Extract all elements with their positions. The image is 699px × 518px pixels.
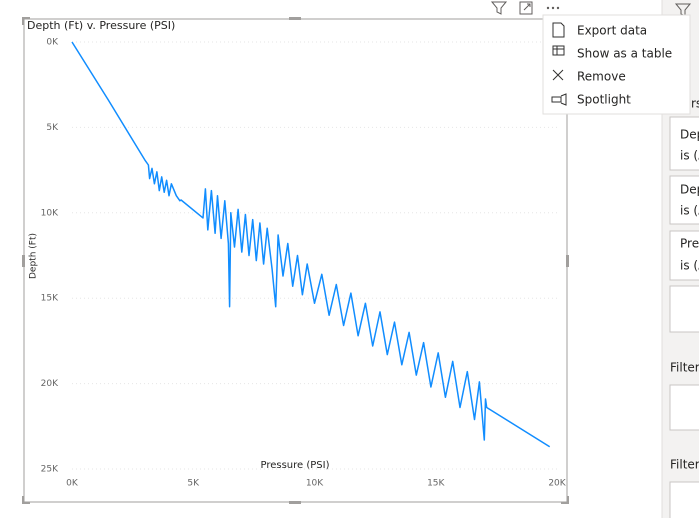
handle[interactable] [566, 255, 569, 267]
handle[interactable] [289, 17, 301, 20]
filter-card[interactable] [669, 116, 699, 171]
export-icon [552, 22, 565, 38]
chart-title: Depth (Ft) v. Pressure (PSI) [27, 19, 175, 32]
data-line [71, 41, 551, 448]
dot [556, 6, 560, 10]
filter-card[interactable] [669, 175, 699, 225]
focus-mode-icon[interactable] [519, 1, 533, 15]
y-axis-title: Depth (Ft) [29, 233, 39, 279]
x-axis-title: Pressure (PSI) [260, 460, 329, 471]
x-tick-label: 5K [187, 479, 200, 489]
filter-card[interactable] [669, 230, 699, 281]
y-tick-label: 0K [46, 38, 59, 48]
card-text: Pres [680, 237, 699, 251]
filter-card[interactable] [669, 285, 699, 333]
context-menu [542, 14, 691, 115]
x-tick-label: 20K [548, 479, 566, 489]
y-tick-label: 5K [46, 123, 59, 133]
visual-filter-icon[interactable] [490, 1, 508, 15]
dot [551, 6, 555, 10]
handle[interactable] [289, 501, 301, 504]
handle[interactable] [561, 496, 569, 504]
y-tick-label: 25K [41, 465, 59, 475]
handle[interactable] [22, 255, 25, 267]
card-text: Dep [680, 128, 699, 142]
x-tick-label: 0K [66, 479, 79, 489]
x-tick-label: 15K [427, 479, 445, 489]
y-tick-label: 10K [41, 208, 59, 218]
menu-item[interactable]: Export data [577, 24, 647, 38]
more-options[interactable] [546, 6, 560, 10]
section-title: Filters [670, 458, 699, 472]
dot [546, 6, 550, 10]
spotlight-icon [551, 93, 567, 106]
y-tick-label: 20K [41, 379, 59, 389]
remove-icon [552, 69, 564, 81]
table-icon [552, 45, 565, 56]
card-text: is (A [680, 259, 699, 273]
plot-area: 0K 5K 10K 15K 20K 25K 0K 5K 10K 15K 20K [41, 38, 567, 489]
handle[interactable] [22, 496, 30, 504]
y-tick-label: 15K [41, 294, 59, 304]
filter-card[interactable] [669, 481, 699, 518]
menu-item[interactable]: Show as a table [577, 47, 672, 61]
menu-item[interactable]: Remove [577, 70, 626, 84]
menu-item[interactable]: Spotlight [577, 93, 631, 107]
filter-card[interactable] [669, 384, 699, 431]
x-tick-label: 10K [306, 479, 324, 489]
card-text: Dep [680, 183, 699, 197]
section-title: Filters [670, 361, 699, 375]
pane-header: rs [691, 97, 699, 111]
card-text: is (A [680, 149, 699, 163]
card-text: is (A [680, 204, 699, 218]
handle[interactable] [22, 17, 30, 25]
